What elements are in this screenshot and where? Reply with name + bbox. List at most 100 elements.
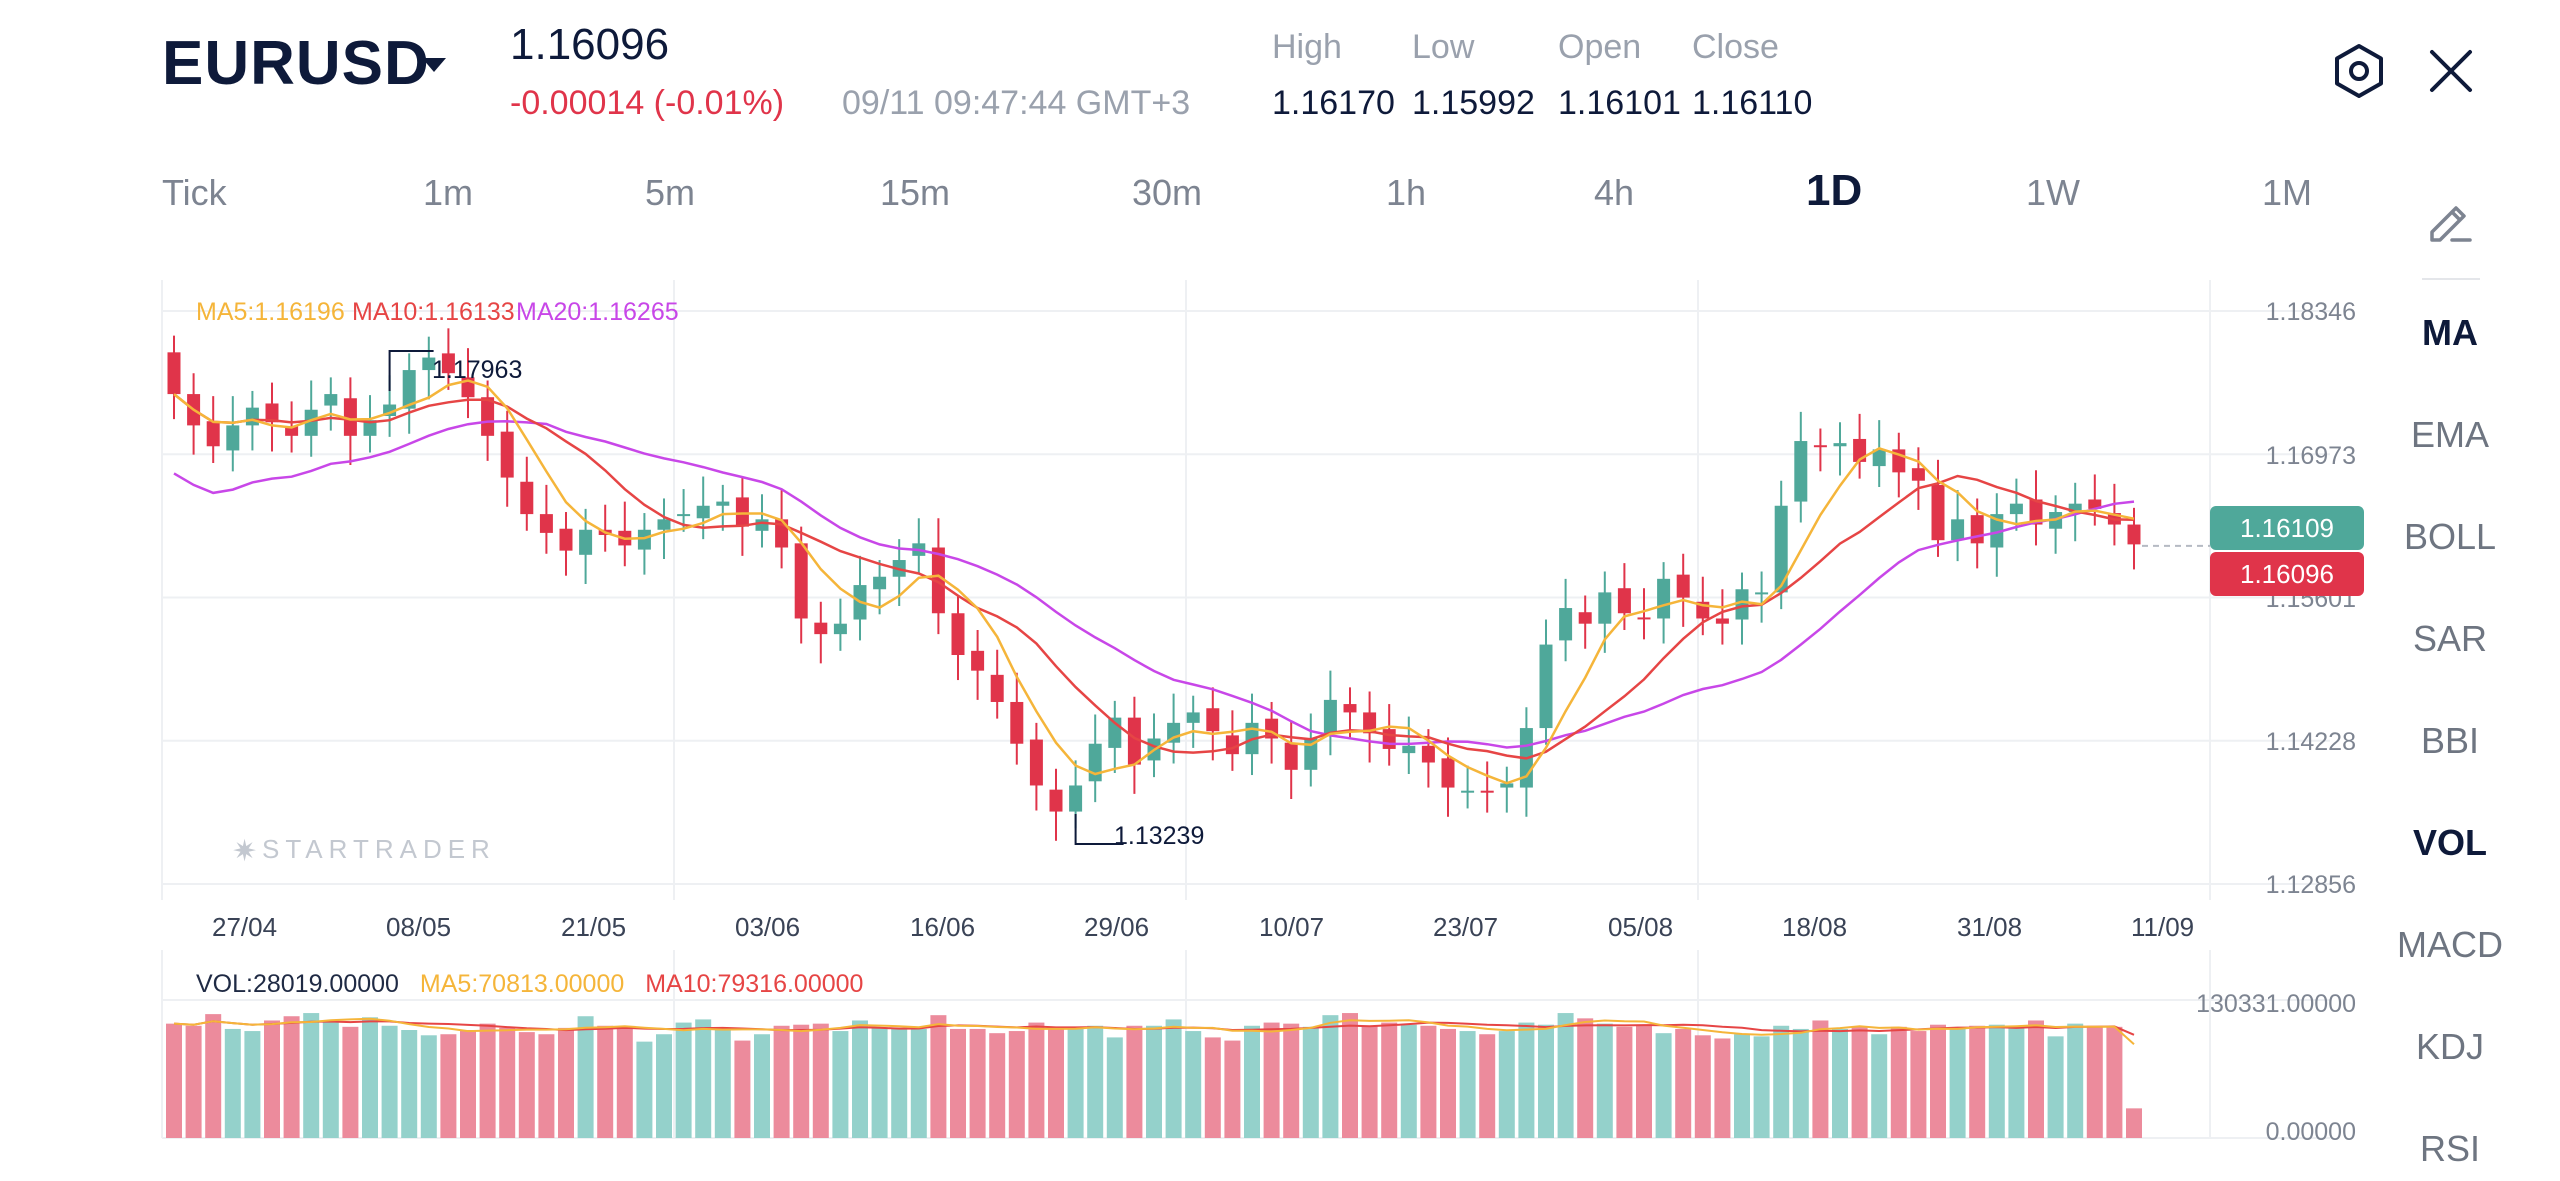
candle <box>1676 574 1690 598</box>
indicator-ema[interactable]: EMA <box>2410 414 2489 455</box>
candle <box>1186 712 1200 723</box>
candle <box>1127 717 1141 765</box>
tab-15m[interactable]: 15m <box>880 172 951 213</box>
close-icon[interactable] <box>2420 40 2482 102</box>
volume-bar <box>1969 1025 1986 1138</box>
volume-bar <box>1636 1025 1652 1138</box>
candle <box>1382 729 1396 749</box>
volume-bar <box>1753 1036 1770 1138</box>
current-price: 1.16096 <box>510 20 670 69</box>
quote-timestamp: 09/11 09:47:44 GMT+3 <box>842 84 1191 122</box>
panel-divider <box>2422 278 2480 280</box>
volume-bar <box>1557 1013 1574 1138</box>
volume-bar <box>420 1035 437 1138</box>
volume-bar <box>2067 1023 2084 1138</box>
volume-chart[interactable] <box>0 950 2380 1150</box>
volume-bar <box>1518 1022 1535 1138</box>
volume-bar <box>1459 1031 1476 1138</box>
draw-tool-icon[interactable] <box>2422 192 2478 248</box>
candle <box>794 543 808 619</box>
volume-bar <box>1616 1026 1633 1138</box>
candle <box>167 352 181 395</box>
candle <box>285 426 299 436</box>
max-price-label: 1.17963 <box>432 356 523 384</box>
volume-bar <box>1577 1018 1594 1138</box>
x-tick-label: 29/06 <box>1084 912 1150 942</box>
volume-bar <box>2028 1020 2044 1138</box>
indicator-bbi[interactable]: BBI <box>2420 720 2480 761</box>
candle <box>1363 712 1377 734</box>
tab-30m[interactable]: 30m <box>1132 172 1203 213</box>
indicator-macd[interactable]: MACD <box>2397 924 2503 965</box>
volume-bar <box>1812 1020 1829 1138</box>
tab-1h[interactable]: 1h <box>1386 172 1427 213</box>
high-label: High <box>1272 28 1342 66</box>
indicator-sar[interactable]: SAR <box>2412 618 2488 659</box>
volume-bar <box>283 1016 300 1138</box>
candle <box>1461 790 1475 793</box>
x-tick-label: 27/04 <box>212 912 278 942</box>
candle <box>1833 443 1847 447</box>
volume-bar <box>342 1026 359 1138</box>
volume-bar <box>1734 1034 1750 1138</box>
settings-icon[interactable] <box>2328 40 2390 102</box>
volume-bar <box>969 1028 986 1138</box>
candle <box>814 622 828 635</box>
ma10-line <box>173 393 2135 760</box>
tab-1mo[interactable]: 1M <box>2262 172 2313 213</box>
indicator-ma[interactable]: MA <box>2422 312 2478 353</box>
volume-bar <box>1910 1031 1927 1138</box>
candle <box>520 481 534 515</box>
volume-bar <box>695 1019 712 1138</box>
volume-bar <box>1694 1035 1711 1138</box>
indicator-vol[interactable]: VOL <box>2412 822 2487 863</box>
candle <box>265 403 279 423</box>
volume-bar <box>1146 1025 1162 1138</box>
indicator-boll[interactable]: BOLL <box>2403 516 2497 557</box>
candle <box>2029 499 2043 525</box>
symbol-name[interactable]: EURUSD <box>162 29 430 98</box>
min-marker <box>1074 814 1124 846</box>
x-tick-label: 18/08 <box>1782 912 1848 942</box>
volume-bar <box>2106 1026 2123 1138</box>
watermark: STARTRADER <box>262 834 496 864</box>
tab-1w[interactable]: 1W <box>2026 172 2080 213</box>
candle <box>1637 617 1651 620</box>
candle <box>951 613 965 656</box>
indicator-kdj[interactable]: KDJ <box>2415 1026 2484 1067</box>
vol-legend-value: VOL:28019.00000 <box>196 970 399 998</box>
tab-tick[interactable]: Tick <box>162 172 227 213</box>
candle <box>1970 515 1984 544</box>
tab-1m[interactable]: 1m <box>423 172 474 213</box>
vol-ma10-legend: MA10:79316.00000 <box>645 970 864 998</box>
candle <box>1539 644 1553 729</box>
tab-1d[interactable]: 1D <box>1806 166 1863 215</box>
volume-bar <box>322 1020 339 1138</box>
volume-bar <box>1048 1028 1064 1138</box>
volume-bar <box>773 1025 790 1138</box>
indicator-rsi[interactable]: RSI <box>2419 1128 2480 1169</box>
volume-bar <box>1890 1026 1907 1138</box>
ma20-line <box>173 420 2135 749</box>
volume-bar <box>1596 1023 1613 1138</box>
candle <box>971 650 985 671</box>
candle <box>1010 701 1024 744</box>
volume-bar <box>1087 1025 1104 1138</box>
ma5-line <box>173 379 2135 785</box>
tab-4h[interactable]: 4h <box>1594 172 1635 213</box>
volume-bar <box>1067 1027 1084 1138</box>
tab-5m[interactable]: 5m <box>645 172 696 213</box>
volume-bar <box>264 1020 280 1138</box>
y-tick-label: 1.12856 <box>2265 871 2356 899</box>
volume-bar <box>1930 1024 1946 1138</box>
volume-legend: VOL:28019.00000 MA5:70813.00000 MA10:793… <box>196 970 863 999</box>
candle <box>677 514 691 517</box>
candle <box>383 404 397 416</box>
volume-bar <box>1263 1022 1280 1138</box>
candle <box>1813 445 1827 448</box>
candlestick-chart[interactable] <box>0 280 2380 910</box>
symbol-dropdown-icon[interactable] <box>422 58 446 72</box>
volume-bar <box>597 1025 614 1138</box>
candle <box>735 497 749 527</box>
x-tick-label: 05/08 <box>1608 912 1674 942</box>
